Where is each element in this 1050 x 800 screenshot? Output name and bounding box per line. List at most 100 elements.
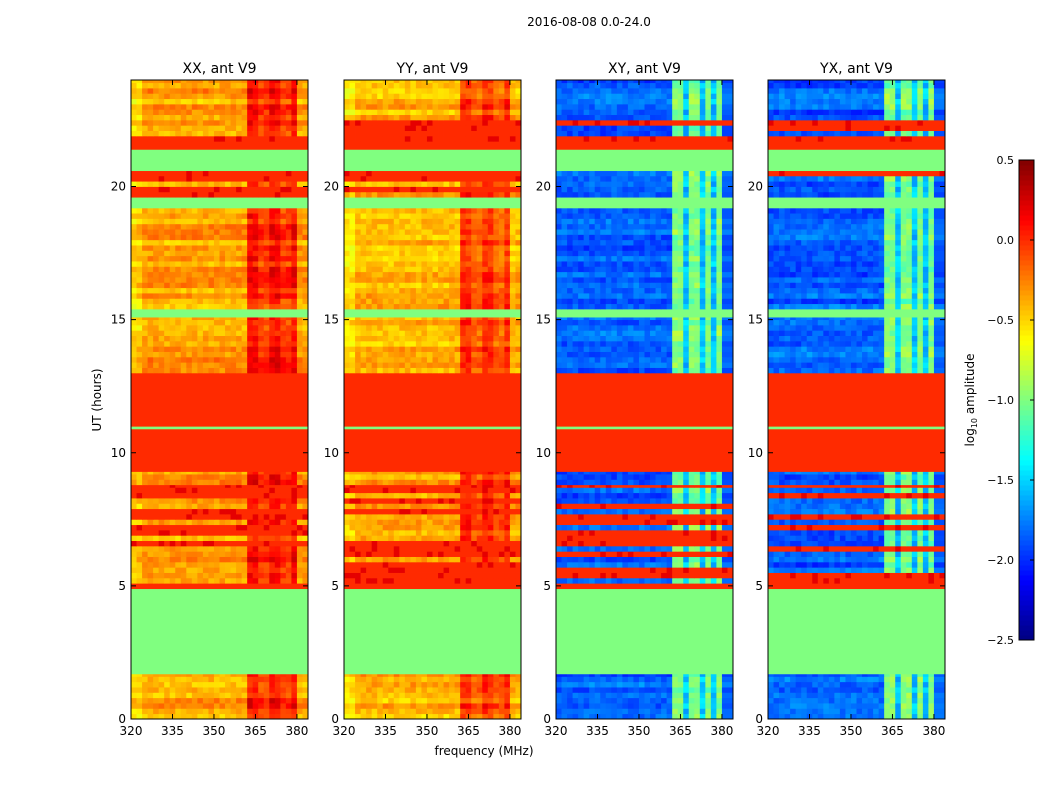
heatmap-cell xyxy=(388,119,395,126)
heatmap-cell xyxy=(504,324,511,331)
heatmap-cell xyxy=(415,234,422,241)
heatmap-cell xyxy=(371,103,378,110)
heatmap-cell xyxy=(291,362,298,368)
heatmap-cell xyxy=(153,708,160,715)
heatmap-cell xyxy=(504,130,511,137)
heatmap-cell xyxy=(454,367,461,374)
heatmap-cell xyxy=(443,577,450,584)
heatmap-cell xyxy=(471,524,478,531)
heatmap-cell xyxy=(274,492,281,499)
heatmap-cell xyxy=(213,130,220,137)
heatmap-cell xyxy=(355,362,361,368)
heatmap-cell xyxy=(504,692,511,699)
heatmap-cell xyxy=(131,234,137,241)
heatmap-cell xyxy=(515,229,522,235)
heatmap-cell xyxy=(487,545,494,552)
heatmap-cell xyxy=(388,529,395,536)
heatmap-cell xyxy=(498,492,505,499)
heatmap-cell xyxy=(202,135,209,142)
heatmap-cell xyxy=(230,351,237,358)
heatmap-cell xyxy=(213,234,220,241)
heatmap-cell xyxy=(454,282,461,289)
heatmap-cell xyxy=(197,479,204,486)
heatmap-cell xyxy=(302,513,309,520)
heatmap-cell xyxy=(164,239,171,246)
heatmap-cell xyxy=(197,346,204,352)
heatmap-cell xyxy=(131,245,137,251)
heatmap-cell xyxy=(230,239,237,246)
heatmap-cell xyxy=(410,346,417,352)
heatmap-cell xyxy=(175,261,182,267)
heatmap-cell xyxy=(360,330,367,336)
heatmap-cell xyxy=(487,673,494,677)
heatmap-cell xyxy=(247,298,254,305)
heatmap-cell xyxy=(158,540,165,547)
heatmap-cell xyxy=(263,335,270,342)
heatmap-cell xyxy=(465,103,472,110)
heatmap-cell xyxy=(296,218,303,225)
heatmap-cell xyxy=(213,319,220,326)
heatmap-cell xyxy=(153,346,160,352)
heatmap-cell xyxy=(285,508,292,515)
heatmap-cell xyxy=(388,287,395,294)
heatmap-cell xyxy=(476,692,483,699)
heatmap-cell xyxy=(180,82,187,89)
heatmap-cell xyxy=(269,125,276,131)
heatmap-cell xyxy=(366,519,373,526)
heatmap-cell xyxy=(471,529,478,536)
heatmap-cell xyxy=(136,287,143,294)
heatmap-cell xyxy=(136,487,143,494)
heatmap-cell xyxy=(252,676,259,683)
heatmap-cell xyxy=(415,119,422,126)
heatmap-cell xyxy=(493,319,500,326)
heatmap-cell xyxy=(213,125,220,131)
heatmap-cell xyxy=(421,540,428,547)
heatmap-cell xyxy=(377,681,384,688)
heatmap-cell xyxy=(349,484,356,488)
heatmap-cell xyxy=(360,567,367,573)
heatmap-cell xyxy=(438,474,444,480)
heatmap-cell xyxy=(382,255,389,262)
heatmap-cell xyxy=(219,282,226,289)
heatmap-cell xyxy=(274,346,281,352)
heatmap-cell xyxy=(366,561,373,568)
heatmap-cell xyxy=(426,529,433,536)
heatmap-cell xyxy=(460,572,467,579)
heatmap-cell xyxy=(258,234,265,241)
heatmap-cell xyxy=(208,114,215,121)
heatmap-cell xyxy=(291,529,298,536)
heatmap-cell xyxy=(454,303,461,310)
heatmap-cell xyxy=(344,266,350,273)
heatmap-cell xyxy=(191,98,198,105)
heatmap-cell xyxy=(247,316,254,321)
heatmap-cell xyxy=(371,293,378,299)
heatmap-cell xyxy=(197,676,204,683)
heatmap-cell xyxy=(136,316,143,321)
heatmap-cell xyxy=(219,119,226,126)
heatmap-cell xyxy=(454,175,461,182)
heatmap-cell xyxy=(421,319,428,326)
heatmap-cell xyxy=(504,508,511,515)
heatmap-cell xyxy=(432,130,439,137)
heatmap-cell xyxy=(388,330,395,336)
heatmap-cell xyxy=(241,567,248,573)
heatmap-cell xyxy=(269,351,276,358)
heatmap-cell xyxy=(213,519,220,526)
heatmap-cell xyxy=(515,687,522,693)
heatmap-cell xyxy=(399,484,406,488)
heatmap-cell xyxy=(252,181,259,187)
heatmap-cell xyxy=(202,319,209,326)
heatmap-cell xyxy=(258,103,265,110)
heatmap-cell xyxy=(191,487,198,494)
heatmap-cell xyxy=(142,298,148,305)
heatmap-cell xyxy=(280,540,287,547)
heatmap-cell xyxy=(465,492,472,499)
heatmap-cell xyxy=(153,471,160,475)
heatmap-cell xyxy=(269,484,276,488)
heatmap-cell xyxy=(241,170,248,177)
heatmap-cell xyxy=(366,529,373,536)
heatmap-cell xyxy=(498,207,505,214)
heatmap-cell xyxy=(153,572,160,579)
heatmap-cell xyxy=(136,298,143,305)
heatmap-cell xyxy=(197,556,204,563)
